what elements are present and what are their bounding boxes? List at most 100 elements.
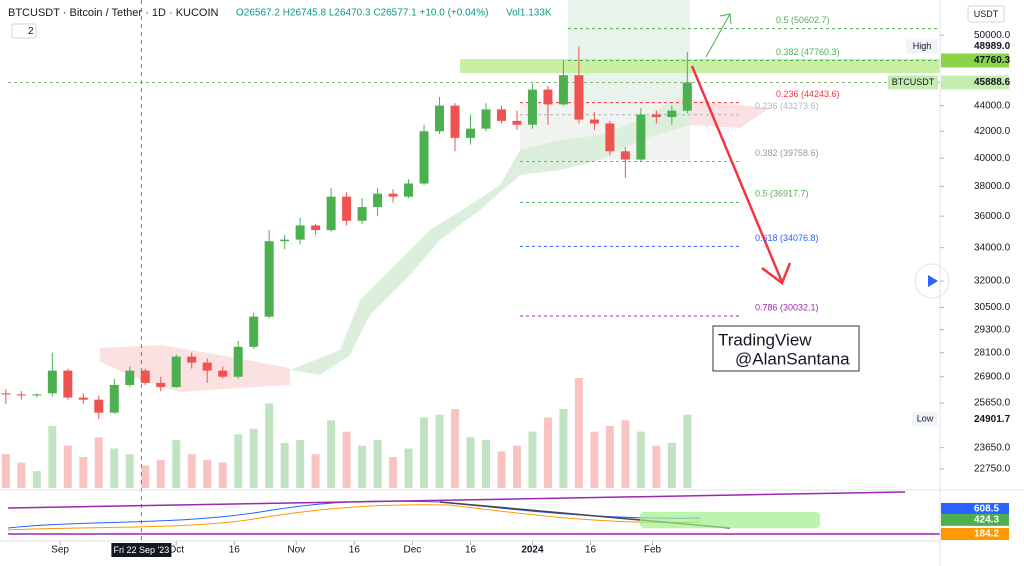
x-tick-label: 16 <box>349 545 361 556</box>
volume-bar <box>187 454 196 488</box>
x-tick-label: 16 <box>229 545 241 556</box>
trend-line <box>7 491 906 509</box>
volume-bar <box>667 442 676 488</box>
y-tick-label: 22750.0 <box>974 464 1011 475</box>
y-tick-label: 34000.0 <box>974 242 1011 253</box>
candle-body <box>620 151 630 160</box>
volume-bar <box>342 431 351 488</box>
candle-body <box>589 119 599 124</box>
candle-body <box>558 75 568 105</box>
volume-bar <box>48 425 57 488</box>
price-label: 45888.6 <box>974 77 1011 88</box>
candle-body <box>264 241 274 317</box>
x-tick-label: Feb <box>644 545 662 556</box>
x-tick-label: 2024 <box>521 545 544 556</box>
signal-line <box>7 504 701 531</box>
collapse-button[interactable] <box>11 23 37 39</box>
volume-bar <box>559 409 568 488</box>
candle-body <box>63 370 73 398</box>
volume-bar <box>574 378 583 488</box>
y-tick-label: 36000.0 <box>974 211 1011 222</box>
y-tick-label: 30500.0 <box>974 302 1011 313</box>
y-tick-label: 42000.0 <box>974 126 1011 137</box>
volume-bar <box>404 448 413 488</box>
x-tick-label: 16 <box>585 545 597 556</box>
candle-body <box>527 89 537 125</box>
candle-body <box>404 183 414 197</box>
price-name: BTCUSDT <box>892 77 935 87</box>
volume-bar <box>125 454 134 488</box>
volume-bar <box>512 445 521 488</box>
candle-body <box>233 346 243 377</box>
x-tick-label: Nov <box>287 545 305 556</box>
candle-body <box>605 123 615 152</box>
volume-bar <box>358 445 367 488</box>
fib-label: 0.618 (34076.8) <box>755 233 819 243</box>
currency: USDT <box>974 9 999 19</box>
macd-zone <box>640 512 820 528</box>
fib-label: 0.382 (47760.3) <box>776 47 840 57</box>
volume-bar <box>683 414 692 488</box>
volume-bar <box>652 445 661 488</box>
level-band <box>460 59 940 73</box>
volume-bar <box>590 431 599 488</box>
price-name-badge <box>888 75 938 90</box>
volume: Vol1.133K <box>506 8 552 19</box>
candle-body <box>481 109 491 129</box>
candle-body <box>326 196 336 231</box>
volume-bar <box>636 431 645 488</box>
fib-label: 0.382 (39758.6) <box>755 148 819 158</box>
candle-body <box>47 370 57 394</box>
volume-bar <box>110 448 119 488</box>
candle-body <box>450 105 460 138</box>
candle-body <box>171 356 181 388</box>
y-tick-label: 38000.0 <box>974 181 1011 192</box>
volume-bar <box>1 454 10 488</box>
fib-label: 0.5 (50602.7) <box>776 15 830 25</box>
volume-bar <box>528 431 537 488</box>
macd-label: 424.3 <box>974 514 999 525</box>
price-label: 48989.0 <box>974 41 1011 52</box>
volume-bar <box>172 440 181 488</box>
candle-body <box>32 394 42 396</box>
volume-bar <box>451 409 460 488</box>
x-tick-label: 16 <box>465 545 477 556</box>
watermark-box <box>712 325 860 372</box>
fib-zone <box>568 0 690 103</box>
volume-bar <box>141 465 150 488</box>
candle-body <box>388 193 398 197</box>
price-label: 24901.7 <box>974 414 1011 425</box>
y-tick-label: 50000.0 <box>974 30 1011 41</box>
macd-badge <box>941 502 1009 515</box>
price-label: 47760.3 <box>974 55 1011 66</box>
arrow <box>690 65 784 283</box>
plot <box>1 0 940 541</box>
candle-body <box>435 105 445 132</box>
volume-bar <box>234 434 243 488</box>
candle-body <box>202 362 212 371</box>
crosshair-label: Fri 22 Sep '23 <box>114 545 170 555</box>
x-tick-label: Oct <box>168 545 184 556</box>
candle-body <box>78 397 88 400</box>
cloud <box>290 90 690 375</box>
volume-bar <box>420 417 429 488</box>
candle-body <box>280 239 290 242</box>
y-tick-label: 44000.0 <box>974 100 1011 111</box>
fib-label: 0.786 (30032.1) <box>755 302 819 312</box>
currency-box[interactable] <box>967 5 1005 23</box>
candle-body <box>1 393 11 395</box>
volume-bar <box>296 440 305 488</box>
candle-body <box>373 193 383 208</box>
candle-body <box>16 394 26 396</box>
candle-body <box>466 128 475 138</box>
volume-bar <box>280 442 289 488</box>
fib-label: 0.5 (36917.7) <box>755 189 809 199</box>
macd-badge <box>941 527 1009 540</box>
volume-bar <box>389 456 398 488</box>
arrow <box>705 13 731 58</box>
candle-body <box>512 120 522 125</box>
candle-body <box>156 382 166 388</box>
